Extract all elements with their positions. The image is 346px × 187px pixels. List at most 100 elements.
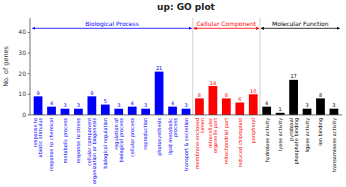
x-tick-label-line: phosphate binding (293, 118, 300, 165)
y-tick (28, 53, 31, 54)
axes: 010203040 (18, 18, 342, 118)
bar (249, 94, 258, 115)
y-tick-label: 40 (18, 28, 26, 35)
data-label: 10 (250, 88, 256, 94)
x-tick-label: response to stress (75, 118, 82, 164)
x-tick-label-line: process (172, 117, 179, 137)
section-label: Cellular Component (197, 20, 257, 28)
section-label: Molecular Function (272, 20, 329, 27)
x-tick-label-line: metabolic process (62, 118, 69, 164)
data-labels: 943395343214381486104117383 (36, 65, 335, 112)
bar (61, 109, 70, 115)
section-arrow (261, 28, 340, 29)
section-arrow (32, 28, 191, 29)
data-label: 3 (305, 102, 308, 108)
section-label: Biological Process (85, 20, 139, 28)
x-tick-label: hydrolase activity (263, 118, 270, 163)
data-label: 3 (117, 102, 120, 108)
x-tick-label-line: organization or biogenesis (91, 118, 98, 184)
x-tick-label: membrane-enclosedlumen (194, 118, 205, 169)
x-tick-label: ion binding (317, 118, 324, 146)
x-tick-label-line: transaminase activity (331, 118, 338, 172)
x-tick-label: cellular componentorganization or biogen… (86, 118, 98, 184)
data-label: 21 (156, 65, 162, 71)
bar (289, 80, 298, 115)
x-tick-label-line: reproduction (142, 118, 149, 150)
data-label: 6 (238, 96, 241, 102)
bar (182, 109, 191, 115)
data-label: 3 (77, 102, 80, 108)
x-tick-label-line: lumen (199, 118, 205, 134)
data-label: 3 (144, 102, 147, 108)
bar (34, 96, 43, 115)
x-tick-label: mitochondrial part (223, 118, 230, 164)
x-tick-label-line: response to chemical (48, 118, 55, 171)
sections: Biological Process Cellular Component Mole… (32, 20, 339, 28)
y-axis-label: No. of genes (2, 45, 10, 86)
x-tick-label-line: ion binding (317, 118, 324, 146)
y-tick-label: 0 (22, 111, 26, 118)
x-axis-line (30, 114, 342, 115)
data-label: 8 (319, 92, 322, 98)
x-tick-label: peripheral (250, 118, 257, 144)
x-tick-label: photosynthesis (156, 118, 163, 156)
data-label: 1 (279, 106, 282, 112)
x-tick-label: metabolic process (62, 118, 69, 164)
x-tick-label-line: hydrolase activity (263, 118, 270, 163)
data-label: 3 (63, 102, 66, 108)
x-tick-label: biological regulation (102, 118, 109, 169)
data-label: 4 (131, 100, 134, 106)
data-label: 14 (210, 80, 216, 86)
x-tick-label-line: mitochondrial part (223, 118, 230, 164)
bar (155, 72, 164, 115)
bar (87, 96, 96, 115)
x-tick-label-line: organelle part (212, 118, 219, 153)
x-tick-label: response toabiotic stimulus (32, 117, 43, 157)
y-tick (28, 114, 31, 115)
data-label: 3 (184, 102, 187, 108)
data-label: 8 (198, 92, 201, 98)
data-label: 9 (90, 90, 93, 96)
bar (330, 109, 339, 115)
x-tick-label: reproduction (142, 118, 149, 150)
data-label: 5 (104, 98, 107, 104)
x-tick-label: response to chemical (48, 118, 55, 171)
section-arrow (194, 28, 259, 29)
data-label: 17 (290, 73, 296, 79)
y-tick-label: 20 (18, 70, 26, 77)
chart: response toabiotic stimulus response to c… (0, 0, 346, 187)
bar (195, 98, 204, 114)
bar (316, 98, 325, 114)
data-label: 4 (171, 100, 174, 106)
bar (168, 107, 177, 115)
data-label: 4 (50, 100, 53, 106)
title: up: GO plot (157, 2, 215, 12)
x-tick-labels: response toabiotic stimulus response to c… (32, 117, 337, 184)
x-tick-label-line: biological process (118, 117, 125, 162)
y-tick-label: 10 (18, 90, 26, 97)
x-tick-label-line: biological regulation (102, 118, 109, 169)
bar (303, 109, 312, 115)
x-tick-label: transaminase activity (331, 118, 338, 172)
bar (222, 98, 231, 114)
data-label: 9 (36, 90, 39, 96)
x-tick-label: transport & secretion (183, 118, 190, 171)
x-tick-label: pyridoxalphosphate binding (288, 118, 300, 165)
bar (47, 107, 56, 115)
x-tick-label: regulation ofbiological process (113, 117, 125, 162)
bar (141, 109, 150, 115)
x-tick-label-line: lyase activity (277, 118, 284, 151)
x-tick-label-line: photosynthesis (156, 118, 163, 156)
bar (262, 107, 271, 115)
bar (235, 103, 244, 115)
bar (209, 86, 218, 115)
y-tick (28, 73, 31, 74)
data-label: 4 (265, 100, 268, 106)
x-tick-label: lipid metabolicprocess (167, 117, 179, 154)
section-divider (259, 18, 260, 115)
data-label: 8 (225, 92, 228, 98)
x-tick-label-line: reduced chloroplast (237, 118, 244, 168)
x-tick-label: cellular process (129, 118, 136, 157)
x-tick-label: lyase activity (277, 118, 284, 151)
x-tick-label: ligase activity (304, 118, 311, 153)
